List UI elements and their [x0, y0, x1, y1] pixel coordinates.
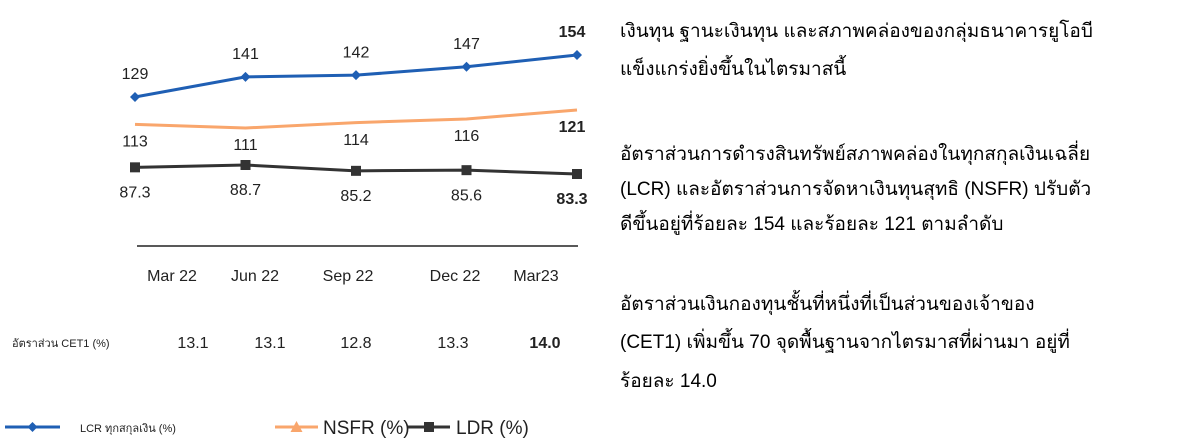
- x-tick-label: Dec 22: [430, 268, 481, 285]
- legend-label: LDR (%): [456, 418, 529, 439]
- marker: [461, 61, 472, 72]
- marker: [351, 165, 361, 176]
- x-tick-label: Jun 22: [231, 268, 279, 285]
- paragraph-line: เงินทุน ฐานะเงินทุน และสภาพคล่องของกลุ่ม…: [620, 19, 1093, 43]
- marker: [240, 71, 251, 82]
- data-label: 87.3: [119, 185, 150, 202]
- cet1-value: 13.1: [254, 335, 285, 352]
- paragraph-line: (CET1) เพิ่มขึ้น 70 จุดพื้นฐานจากไตรมาสท…: [620, 328, 1070, 354]
- data-label: 85.6: [451, 187, 482, 204]
- series-line: [134, 108, 578, 130]
- marker: [461, 165, 472, 176]
- marker: [240, 160, 251, 170]
- data-label: 111: [233, 137, 257, 154]
- legend-marker: [424, 422, 434, 432]
- cet1-label: อัตราส่วน CET1 (%): [12, 338, 110, 350]
- legend-label: LCR ทุกสกุลเงิน (%): [80, 423, 176, 435]
- legend-label: NSFR (%): [323, 418, 410, 439]
- data-label: 129: [122, 66, 149, 83]
- data-label: 83.3: [556, 191, 587, 208]
- data-label: 141: [232, 46, 259, 63]
- data-label: 85.2: [340, 188, 371, 205]
- cet1-value: 13.3: [437, 335, 468, 352]
- data-label: 88.7: [230, 182, 261, 199]
- paragraph-line: (LCR) และอัตราส่วนการจัดหาเงินทุนสุทธิ (…: [620, 179, 1091, 201]
- paragraph-line: ดีขึ้นอยู่ที่ร้อยละ 154 และร้อยละ 121 ตา…: [620, 210, 1003, 235]
- data-label: 147: [453, 36, 480, 53]
- marker: [130, 92, 140, 102]
- x-tick-label: Sep 22: [323, 268, 374, 285]
- marker: [130, 162, 140, 173]
- legend-marker: [290, 421, 303, 432]
- marker: [572, 50, 582, 60]
- cet1-value: 13.1: [177, 335, 208, 352]
- paragraph-line: อัตราส่วนเงินกองทุนชั้นที่หนึ่งที่เป็นส่…: [620, 290, 1035, 316]
- cet1-value: 12.8: [340, 335, 371, 352]
- data-label: 142: [343, 44, 370, 61]
- x-tick-label: Mar23: [513, 268, 558, 285]
- cet1-value: 14.0: [529, 335, 560, 352]
- paragraph-line: ร้อยละ 14.0: [620, 371, 717, 392]
- paragraph-line: แข็งแกร่งยิ่งขึ้นในไตรมาสนี้: [620, 55, 847, 80]
- data-label: 116: [454, 128, 480, 145]
- marker: [351, 70, 361, 81]
- paragraph-line: อัตราส่วนการดำรงสินทรัพย์สภาพคล่องในทุกส…: [620, 140, 1090, 166]
- data-label: 113: [122, 134, 148, 151]
- data-label: 154: [559, 24, 586, 41]
- data-label: 114: [343, 132, 369, 149]
- legend-marker: [27, 422, 38, 432]
- x-tick-label: Mar 22: [147, 268, 197, 285]
- marker: [572, 169, 582, 179]
- data-label: 121: [559, 119, 586, 136]
